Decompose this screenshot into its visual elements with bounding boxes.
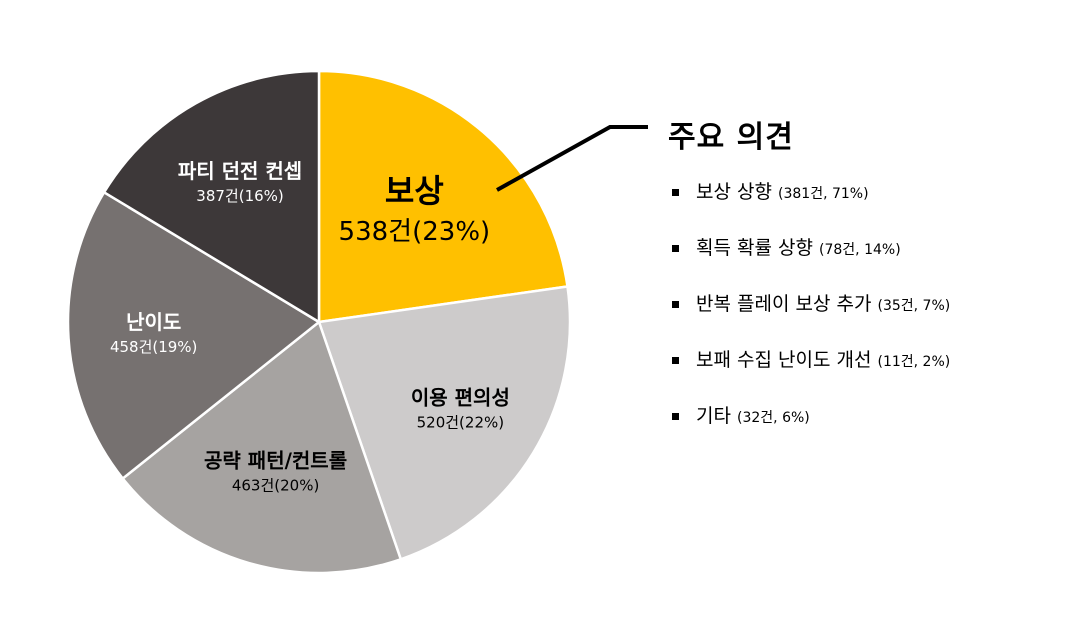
- slice-label: 공략 패턴/컨트롤: [204, 448, 347, 472]
- pie-slice: [66, 190, 322, 481]
- opinion-item: 기타 (32건, 6%): [668, 404, 1068, 460]
- opinion-label: 획득 확률 상향: [696, 237, 813, 259]
- opinion-list: 보상 상향 (381건, 71%) 획득 확률 상향 (78건, 14%) 반복 플…: [668, 180, 1068, 460]
- opinion-item: 반복 플레이 보상 추가 (35건, 7%): [668, 292, 1068, 348]
- slice-value-label: 463건(20%): [232, 476, 319, 494]
- pie-slice: [102, 69, 321, 325]
- slice-label: 이용 편의성: [411, 385, 510, 409]
- callout-line: [496, 125, 648, 192]
- pie-slice: [317, 69, 569, 324]
- opinion-label: 기타: [696, 405, 731, 427]
- slice-value-label: 520건(22%): [417, 413, 504, 431]
- opinion-detail: (35건, 7%): [877, 298, 951, 314]
- slice-value-label: 387건(16%): [196, 187, 283, 205]
- pie-slice: [121, 319, 403, 575]
- opinion-detail: (381건, 71%): [778, 186, 869, 202]
- opinion-detail: (32건, 6%): [737, 410, 810, 426]
- opinion-item: 획득 확률 상향 (78건, 14%): [668, 236, 1068, 292]
- pie-slice: [317, 285, 572, 561]
- slice-label: 난이도: [126, 310, 181, 334]
- panel-title: 주요 의견: [668, 120, 794, 155]
- opinion-detail: (78건, 14%): [819, 242, 901, 258]
- opinion-label: 반복 플레이 보상 추가: [696, 293, 872, 315]
- opinion-item: 보상 상향 (381건, 71%): [668, 180, 1068, 236]
- key-opinions-panel: 주요 의견 보상 상향 (381건, 71%) 획득 확률 상향 (78건, 14…: [668, 112, 1068, 460]
- slice-label: 파티 던전 컨셉: [178, 159, 302, 183]
- opinion-detail: (11건, 2%): [877, 354, 951, 370]
- slice-value-label: 538건(23%): [339, 217, 491, 247]
- opinion-item: 보패 수집 난이도 개선 (11건, 2%): [668, 348, 1068, 404]
- opinion-label: 보상 상향: [696, 181, 772, 203]
- slice-label: 보상: [385, 172, 444, 210]
- opinion-label: 보패 수집 난이도 개선: [696, 349, 872, 371]
- slice-value-label: 458건(19%): [110, 338, 197, 356]
